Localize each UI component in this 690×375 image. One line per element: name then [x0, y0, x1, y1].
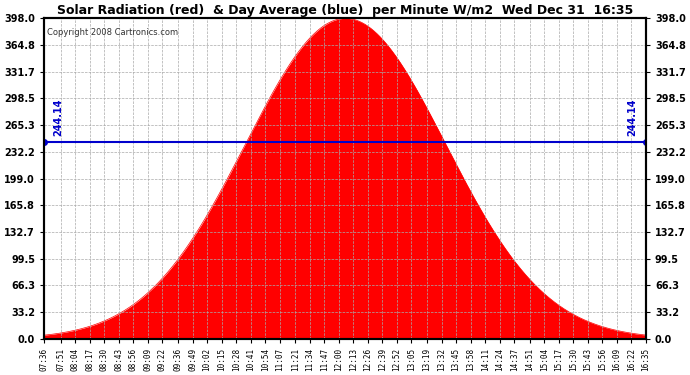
Title: Solar Radiation (red)  & Day Average (blue)  per Minute W/m2  Wed Dec 31  16:35: Solar Radiation (red) & Day Average (blu… [57, 4, 633, 17]
Text: 244.14: 244.14 [627, 98, 637, 136]
Text: Copyright 2008 Cartronics.com: Copyright 2008 Cartronics.com [48, 28, 179, 37]
Text: 244.14: 244.14 [53, 98, 63, 136]
